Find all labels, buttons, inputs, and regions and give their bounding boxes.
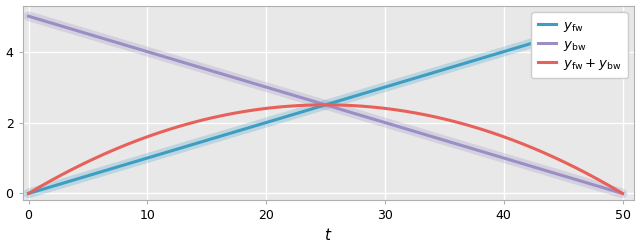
$y_{\mathrm{fw}}$ xyxy=(25,192,33,195)
Line: $y_{\mathrm{bw}}$: $y_{\mathrm{bw}}$ xyxy=(29,16,623,193)
$y_{\mathrm{fw}} + y_{\mathrm{bw}}$ xyxy=(321,103,329,106)
$y_{\mathrm{bw}}$ xyxy=(604,188,612,191)
$y_{\mathrm{bw}}$ xyxy=(25,15,33,18)
Legend: $y_{\mathrm{fw}}$, $y_{\mathrm{bw}}$, $y_{\mathrm{fw}} + y_{\mathrm{bw}}$: $y_{\mathrm{fw}}$, $y_{\mathrm{bw}}$, $y… xyxy=(531,12,628,78)
$y_{\mathrm{fw}} + y_{\mathrm{bw}}$ xyxy=(25,192,33,195)
$y_{\mathrm{bw}}$ xyxy=(346,111,354,114)
$y_{\mathrm{fw}} + y_{\mathrm{bw}}$ xyxy=(605,184,613,187)
$y_{\mathrm{fw}}$ xyxy=(310,107,318,110)
$y_{\mathrm{bw}}$ xyxy=(310,100,318,103)
$y_{\mathrm{bw}}$ xyxy=(378,120,386,123)
X-axis label: $t$: $t$ xyxy=(324,227,333,244)
$y_{\mathrm{fw}}$ xyxy=(619,15,627,18)
$y_{\mathrm{bw}}$ xyxy=(511,160,519,163)
$y_{\mathrm{fw}}$ xyxy=(604,19,612,22)
$y_{\mathrm{fw}}$ xyxy=(511,47,519,50)
$y_{\mathrm{bw}}$ xyxy=(619,192,627,195)
$y_{\mathrm{fw}} + y_{\mathrm{bw}}$ xyxy=(380,107,387,110)
$y_{\mathrm{fw}} + y_{\mathrm{bw}}$ xyxy=(348,104,355,107)
$y_{\mathrm{bw}}$ xyxy=(307,99,314,102)
$y_{\mathrm{fw}} + y_{\mathrm{bw}}$ xyxy=(513,140,520,143)
$y_{\mathrm{fw}}$ xyxy=(307,108,314,111)
$y_{\mathrm{fw}} + y_{\mathrm{bw}}$ xyxy=(619,192,627,195)
Line: $y_{\mathrm{fw}} + y_{\mathrm{bw}}$: $y_{\mathrm{fw}} + y_{\mathrm{bw}}$ xyxy=(29,105,623,193)
$y_{\mathrm{fw}} + y_{\mathrm{bw}}$ xyxy=(307,104,314,107)
Line: $y_{\mathrm{fw}}$: $y_{\mathrm{fw}}$ xyxy=(29,16,623,193)
$y_{\mathrm{fw}} + y_{\mathrm{bw}}$ xyxy=(310,104,318,107)
$y_{\mathrm{fw}}$ xyxy=(346,96,354,99)
$y_{\mathrm{fw}}$ xyxy=(378,86,386,89)
